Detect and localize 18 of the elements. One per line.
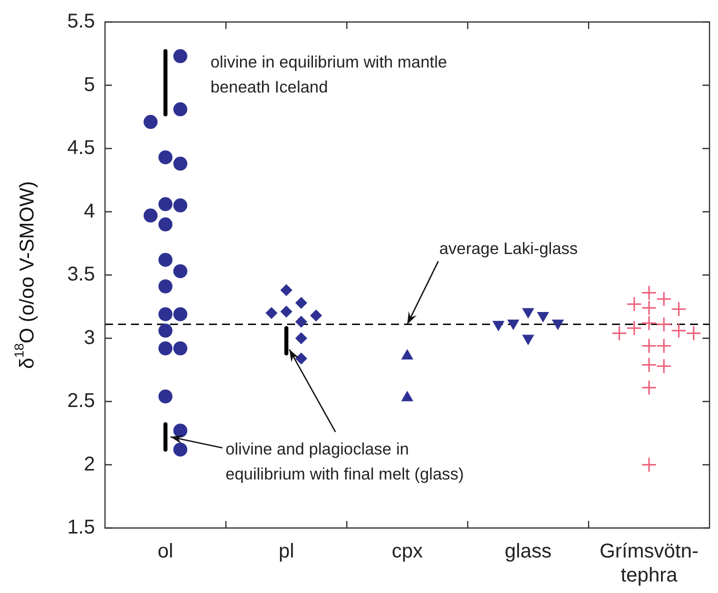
y-axis-title: δ18O (o/oo V-SMOW) (12, 181, 39, 369)
y-tick-label: 5.5 (67, 10, 95, 33)
y-tick-label: 2 (84, 453, 95, 476)
y-tick-label: 1.5 (67, 516, 95, 539)
annotation: average Laki-glass (439, 240, 578, 258)
x-tick-label: pl (278, 540, 294, 563)
y-tick-label: 3.5 (67, 264, 95, 286)
annotation: olivine in equilibrium with mantle beneath Iceland (210, 53, 448, 96)
x-tick-label: ol (158, 540, 174, 563)
y-tick-label: 4.5 (67, 137, 95, 160)
x-tick-label: Grímsvötn-tephra (600, 540, 699, 587)
x-tick-label: glass (504, 540, 552, 563)
y-tick-label: 5 (84, 74, 95, 96)
y-tick-label: 3 (84, 326, 95, 349)
x-tick-label: cpx (392, 540, 423, 563)
y-tick-label: 2.5 (67, 390, 95, 412)
annotation: olivine and plagioclase in equilibrium with final melt (glass) (225, 440, 464, 484)
y-tick-label: 4 (84, 200, 95, 222)
